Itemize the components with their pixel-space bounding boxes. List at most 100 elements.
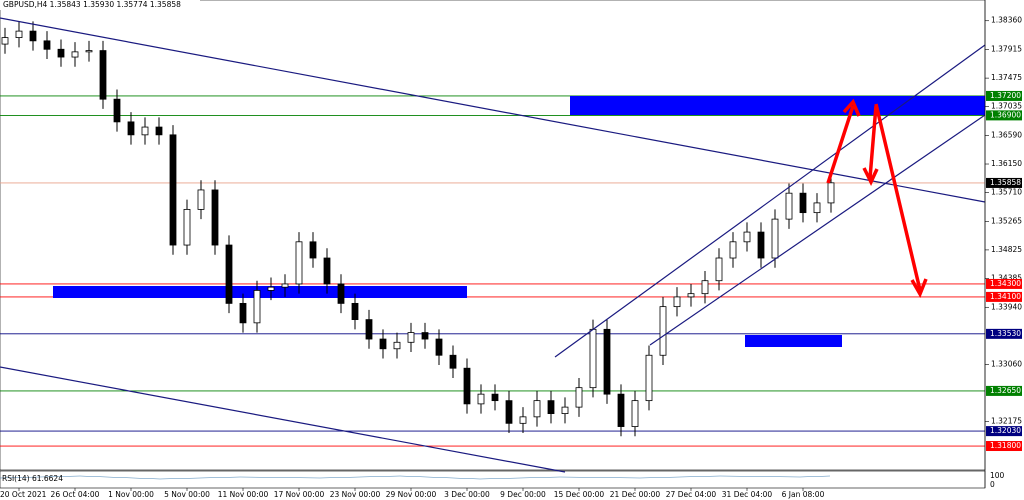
level-label-box bbox=[986, 291, 1022, 302]
candle-body bbox=[631, 400, 639, 427]
candle-body bbox=[561, 406, 569, 415]
indicator-tick: 0 bbox=[990, 480, 995, 489]
arrow bbox=[874, 103, 922, 291]
candle-body bbox=[449, 354, 457, 369]
candle-body bbox=[645, 354, 653, 402]
level-label: 1.34100 bbox=[990, 292, 1021, 301]
candle-body bbox=[295, 241, 303, 285]
candle-body bbox=[365, 319, 373, 340]
candle-body bbox=[827, 182, 835, 204]
y-tick-label: 1.33940 bbox=[991, 302, 1022, 311]
candle-body bbox=[71, 51, 79, 58]
arrowhead bbox=[862, 167, 879, 187]
trend-line bbox=[0, 17, 986, 203]
candle-body bbox=[211, 189, 219, 246]
y-tick-label: 1.37915 bbox=[991, 45, 1022, 54]
rsi-pane bbox=[0, 470, 986, 489]
candle-body bbox=[323, 257, 331, 285]
candle-body bbox=[29, 30, 37, 42]
x-tick-label: 5 Nov 00:00 bbox=[164, 490, 210, 499]
candle-body bbox=[169, 134, 177, 246]
x-tick-label: 17 Nov 00:00 bbox=[274, 490, 325, 499]
level-label: 1.34300 bbox=[990, 279, 1021, 288]
candle-body bbox=[715, 257, 723, 282]
candle-body bbox=[337, 283, 345, 304]
symbol-header: GBPUSD,H4 1.35843 1.35930 1.35774 1.3585… bbox=[3, 0, 181, 9]
level-label-box bbox=[986, 441, 1022, 452]
y-tick-label: 1.35710 bbox=[991, 188, 1022, 197]
level-label: 1.37200 bbox=[990, 91, 1021, 100]
level-label-box bbox=[986, 110, 1022, 121]
channel-line bbox=[554, 44, 986, 358]
arrowhead bbox=[910, 278, 928, 299]
y-tick-label: 1.37475 bbox=[991, 73, 1022, 82]
level-label-box bbox=[986, 385, 1022, 396]
x-tick-label: 29 Nov 00:00 bbox=[386, 490, 437, 499]
x-tick-label: 15 Dec 00:00 bbox=[554, 490, 605, 499]
candle-body bbox=[463, 367, 471, 405]
x-tick-label: 3 Dec 00:00 bbox=[444, 490, 490, 499]
arrowhead bbox=[842, 98, 861, 117]
x-tick-label: 23 Nov 00:00 bbox=[330, 490, 381, 499]
candle-body bbox=[393, 341, 401, 350]
level-label-box bbox=[986, 426, 1022, 437]
level-label: 1.36900 bbox=[990, 110, 1021, 119]
candle-body bbox=[239, 302, 247, 324]
levels bbox=[0, 95, 985, 447]
header-bg bbox=[0, 0, 200, 10]
candle-body bbox=[57, 48, 65, 58]
x-tick-label: 31 Dec 04:00 bbox=[722, 490, 773, 499]
candle-body bbox=[225, 244, 233, 304]
candle-body bbox=[659, 306, 667, 356]
x-tick-label: 9 Dec 00:00 bbox=[500, 490, 546, 499]
level-label-box bbox=[986, 278, 1022, 289]
x-tick-label: 20 Oct 2021 bbox=[0, 490, 47, 499]
candle-body bbox=[281, 283, 289, 288]
candle-body bbox=[43, 40, 51, 50]
forecast-arrows bbox=[826, 98, 928, 299]
candle-body bbox=[99, 50, 107, 100]
candle-body bbox=[379, 338, 387, 350]
candle-body bbox=[1, 37, 9, 45]
candle-body bbox=[757, 231, 765, 259]
candle-body bbox=[547, 400, 555, 415]
y-tick-label: 1.32175 bbox=[991, 417, 1022, 426]
candle-body bbox=[183, 208, 191, 246]
candle-body bbox=[113, 98, 121, 123]
candle-body bbox=[85, 50, 93, 53]
candle-body bbox=[729, 241, 737, 259]
x-tick-label: 6 Jan 08:00 bbox=[782, 490, 825, 499]
level-label: 1.32030 bbox=[990, 426, 1021, 435]
candle-body bbox=[771, 218, 779, 259]
candle-body bbox=[673, 296, 681, 308]
candle-body bbox=[617, 393, 625, 427]
level-label: 1.32650 bbox=[990, 386, 1021, 395]
candle-body bbox=[435, 338, 443, 356]
y-tick-label: 1.37035 bbox=[991, 102, 1022, 111]
rsi-line bbox=[0, 475, 831, 480]
candle-body bbox=[491, 393, 499, 402]
indicator-label: RSI(14) 61.6624 bbox=[2, 474, 63, 483]
plot-area bbox=[0, 0, 986, 471]
candle-body bbox=[351, 302, 359, 320]
level-label: 1.31800 bbox=[990, 441, 1021, 450]
arrow bbox=[868, 105, 878, 179]
trend-line bbox=[0, 366, 566, 473]
candle-body bbox=[687, 293, 695, 298]
level-label: 1.33530 bbox=[990, 329, 1021, 338]
candle-body bbox=[589, 328, 597, 389]
y-tick-label: 1.34385 bbox=[991, 273, 1022, 282]
y-tick-label: 1.38360 bbox=[991, 16, 1022, 25]
candle-body bbox=[701, 280, 709, 295]
y-tick-label: 1.35265 bbox=[991, 216, 1022, 225]
candle-body bbox=[15, 30, 23, 38]
candle-body bbox=[309, 241, 317, 259]
level-label-box bbox=[986, 177, 1022, 188]
level-label-box bbox=[986, 328, 1022, 339]
zone-box bbox=[745, 335, 842, 347]
candles bbox=[1, 21, 835, 437]
candle-body bbox=[533, 400, 541, 418]
candle-body bbox=[155, 126, 163, 136]
indicator-tick: 100 bbox=[990, 471, 1005, 480]
